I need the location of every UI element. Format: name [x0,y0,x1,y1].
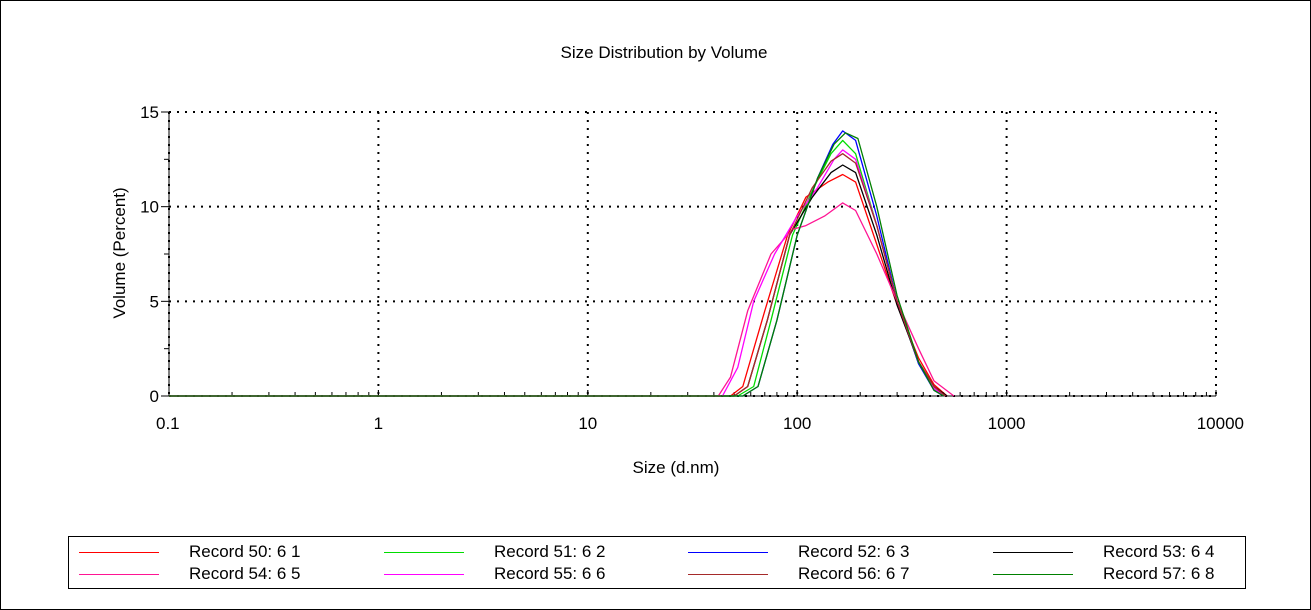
legend-label: Record 56: 6 7 [798,564,910,583]
series-line-2 [169,139,945,397]
legend-swatch [993,551,1073,553]
legend: Record 50: 6 1 Record 51: 6 2 Record 52: 6… [68,536,1246,589]
legend-item: Record 55: 6 6 [384,563,606,585]
series-line-1 [169,173,948,397]
legend-label: Record 57: 6 8 [1103,564,1215,583]
legend-swatch [688,573,768,575]
y-tick-label: 5 [150,292,159,311]
legend-swatch [384,551,464,553]
legend-item: Record 53: 6 4 [993,541,1215,563]
legend-item: Record 57: 6 8 [993,563,1215,585]
x-tick-label: 1000 [988,414,1026,433]
y-tick-label: 0 [150,387,159,406]
series-line-6 [169,149,946,397]
series-line-4 [169,164,948,397]
y-tick-label: 10 [140,198,159,217]
series-line-7 [169,153,946,397]
series-lines [169,130,955,397]
legend-swatch [993,573,1073,575]
y-tick-label: 15 [140,103,159,122]
x-tick-label: 0.1 [156,414,180,433]
legend-item: Record 51: 6 2 [384,541,606,563]
legend-swatch [384,573,464,575]
x-tick-label: 10000 [1197,414,1244,433]
legend-label: Record 55: 6 6 [494,564,606,583]
x-axis-label: Size (d.nm) [633,458,720,477]
legend-item: Record 54: 6 5 [79,563,301,585]
legend-item: Record 56: 6 7 [688,563,910,585]
legend-label: Record 51: 6 2 [494,542,606,561]
x-tick-label: 100 [783,414,811,433]
legend-swatch [79,551,159,553]
chart-title: Size Distribution by Volume [561,43,768,62]
legend-label: Record 52: 6 3 [798,542,910,561]
series-line-8 [169,132,944,397]
legend-item: Record 52: 6 3 [688,541,910,563]
legend-label: Record 53: 6 4 [1103,542,1215,561]
legend-label: Record 50: 6 1 [189,542,301,561]
legend-swatch [79,573,159,575]
x-tick-label: 10 [578,414,597,433]
series-line-5 [169,202,955,397]
legend-label: Record 54: 6 5 [189,564,301,583]
legend-swatch [688,551,768,553]
legend-item: Record 50: 6 1 [79,541,301,563]
y-axis-label: Volume (Percent) [110,187,129,318]
grid [168,111,1217,397]
x-tick-label: 1 [374,414,383,433]
axes: 0.1 1 10 100 1000 10000 0 5 10 15 [140,103,1244,433]
